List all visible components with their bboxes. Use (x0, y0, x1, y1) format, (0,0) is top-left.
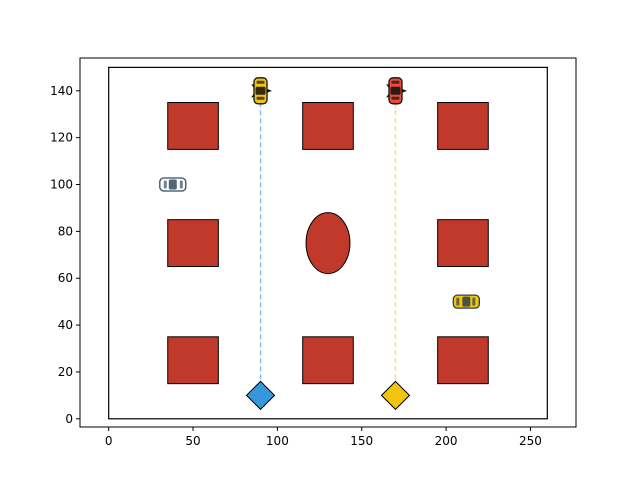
obstacle-rect (167, 102, 219, 150)
taxi-car-icon (251, 77, 273, 105)
police-car-icon (159, 177, 187, 192)
goal-diamond-marker (380, 380, 411, 411)
x-tick-label: 0 (105, 434, 113, 448)
obstacle-rect (437, 336, 489, 385)
y-tick-label: 140 (50, 84, 73, 98)
x-tick-label: 200 (435, 434, 458, 448)
goal-diamond-marker (245, 380, 276, 411)
obstacle-rect (437, 219, 489, 268)
y-tick-label: 20 (58, 365, 73, 379)
axis-ticks: 0 50 100 150 200 250 0 20 40 60 80 100 120 140 (50, 84, 542, 448)
axes-frame (79, 57, 577, 428)
x-tick-label: 250 (519, 434, 542, 448)
obstacle-rect (167, 219, 219, 268)
y-tick-label: 40 (58, 318, 73, 332)
y-tick-label: 60 (58, 271, 73, 285)
x-tick-label: 50 (185, 434, 200, 448)
x-tick-label: 100 (266, 434, 289, 448)
obstacle-rect (302, 336, 354, 385)
y-tick-label: 120 (50, 131, 73, 145)
y-tick-label: 0 (65, 412, 73, 426)
obstacle-ellipse (305, 212, 351, 275)
obstacle-rect (302, 102, 354, 150)
y-tick-label: 80 (58, 224, 73, 238)
obstacle-rect (437, 102, 489, 150)
obstacle-rect (167, 336, 219, 385)
yellow-car-icon (452, 294, 480, 309)
red-car-icon (385, 77, 408, 105)
plot-marks (108, 66, 548, 420)
y-tick-label: 100 (50, 178, 73, 192)
x-tick-label: 150 (350, 434, 373, 448)
environment-boundary (108, 66, 548, 420)
